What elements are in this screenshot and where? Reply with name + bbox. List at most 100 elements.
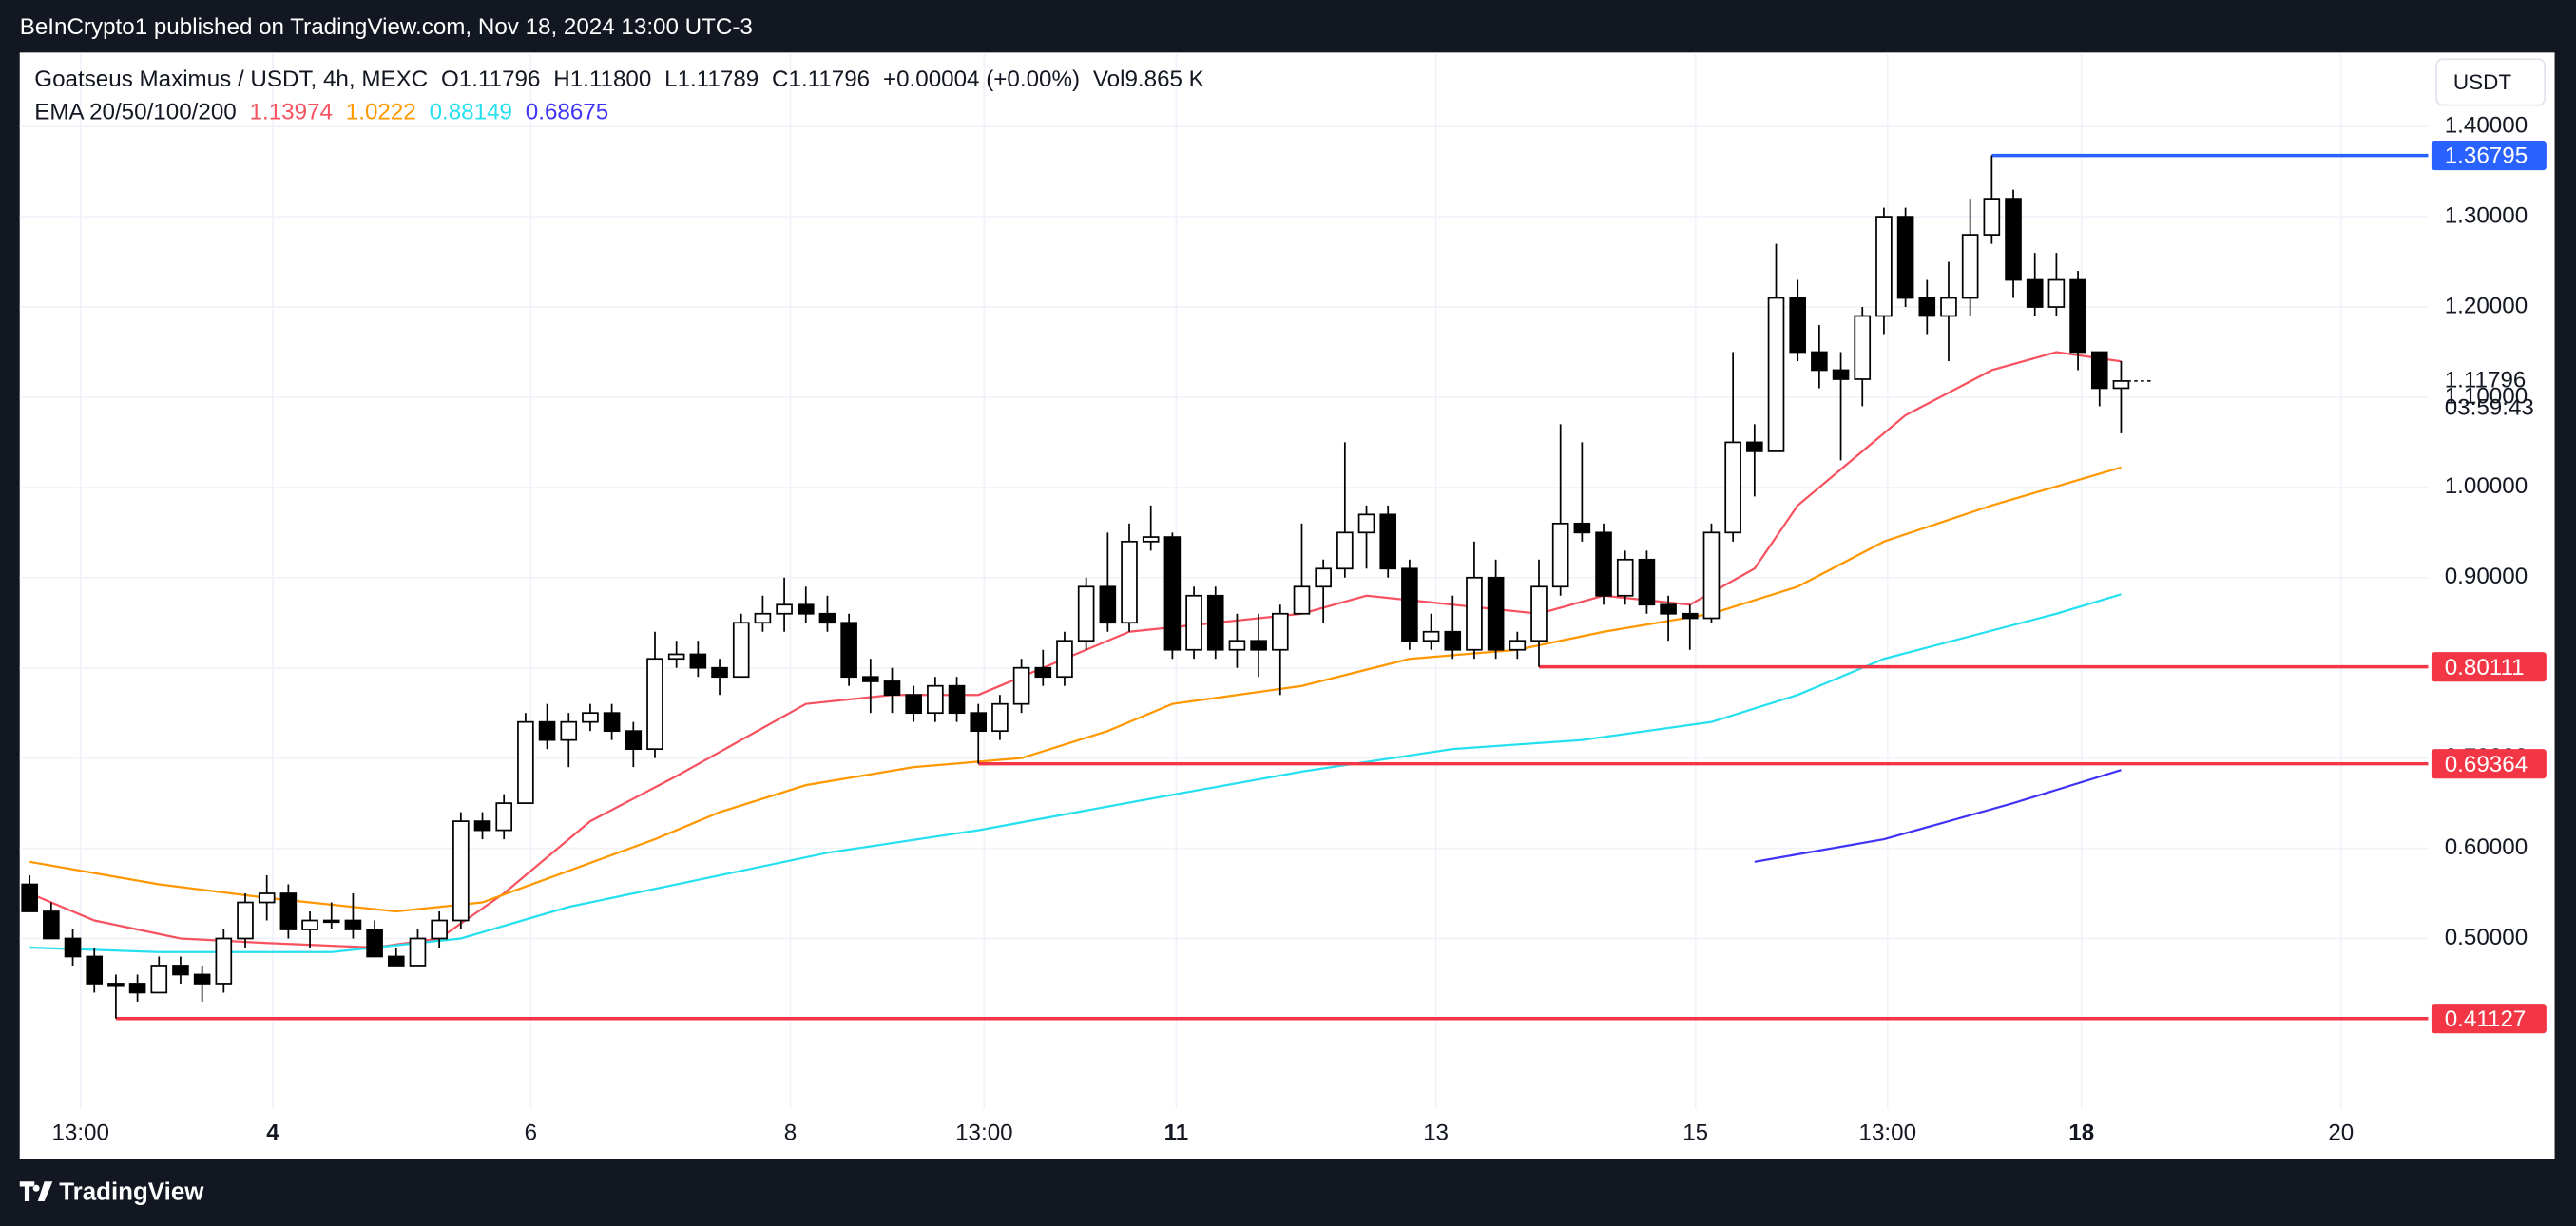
level-tag-label: 0.80111 <box>2445 655 2525 680</box>
candle-body <box>625 730 643 751</box>
candle-body <box>387 955 405 967</box>
legend-text: L1.11789 <box>664 67 759 92</box>
y-tick-label: 0.60000 <box>2445 834 2528 860</box>
candle-body <box>473 820 491 832</box>
candle-body <box>86 955 104 985</box>
candle-body <box>1206 594 1224 651</box>
x-tick-label: 18 <box>2068 1121 2094 1146</box>
candle-body <box>1185 594 1202 651</box>
candle-body <box>2069 278 2086 354</box>
countdown-label: 03:59:43 <box>2445 395 2534 421</box>
candle-body <box>2026 278 2044 308</box>
candle-body <box>582 712 599 723</box>
candle-body <box>732 622 750 679</box>
legend-text: +0.00004 (+0.00%) <box>883 67 1080 92</box>
candle-body <box>193 973 211 985</box>
candle-body <box>1595 531 1612 597</box>
candle-body <box>1056 640 1073 679</box>
candle-body <box>366 929 383 958</box>
candle-body <box>1940 297 1957 317</box>
candle-body <box>1681 612 1699 620</box>
candle-body <box>1163 536 1182 651</box>
y-tick-label: 1.40000 <box>2445 113 2528 139</box>
candle-body <box>818 612 836 624</box>
candle-body <box>1250 640 1267 651</box>
candle-body <box>1466 576 1483 651</box>
candle-body <box>1616 558 1634 597</box>
x-tick-label: 4 <box>266 1121 279 1146</box>
y-tick-label: 1.00000 <box>2445 473 2528 499</box>
candle-body <box>2112 380 2130 390</box>
candle-body <box>495 802 513 832</box>
candle-body <box>1638 558 1656 606</box>
legend-text: C1.11796 <box>772 67 870 92</box>
candle-body <box>1832 369 1850 380</box>
candle-body <box>1357 513 1375 534</box>
legend-text: 1.13974 <box>250 100 333 125</box>
candle-body <box>1315 567 1332 588</box>
level-tag <box>2431 749 2547 779</box>
candle-body <box>1660 603 1677 615</box>
legend-text: O1.11796 <box>441 67 540 92</box>
candle-body <box>172 965 189 976</box>
x-tick-label: 13:00 <box>955 1121 1013 1146</box>
level-tag <box>2431 141 2547 171</box>
candle-body <box>1379 513 1397 570</box>
candle-body <box>1983 198 2001 236</box>
x-tick-label: 13:00 <box>1859 1121 1917 1146</box>
candle-body <box>1961 234 1979 299</box>
candle-body <box>538 720 556 741</box>
candle-body <box>21 883 38 912</box>
candle-body <box>1142 536 1160 543</box>
candle-body <box>301 919 318 930</box>
candle-body <box>1401 567 1418 642</box>
x-tick-label: 6 <box>525 1121 537 1146</box>
grid <box>19 52 2429 1110</box>
candle-body <box>1918 297 1936 317</box>
candle-body <box>667 653 685 661</box>
y-tick-label: 0.90000 <box>2445 564 2528 589</box>
candle-body <box>1099 585 1117 624</box>
x-tick-label: 15 <box>1682 1121 1708 1146</box>
y-tick-label: 1.20000 <box>2445 293 2528 318</box>
candle-body <box>970 712 988 733</box>
y-tick-label: 0.50000 <box>2445 925 2528 950</box>
candles <box>21 155 2130 1019</box>
currency-label: USDT <box>2453 70 2511 94</box>
x-tick-label: 13:00 <box>51 1121 109 1146</box>
candle-body <box>862 676 879 682</box>
candle-body <box>1746 441 1763 452</box>
candle-body <box>409 937 427 967</box>
footer-logo: TradingView <box>19 1178 204 1205</box>
currency-button[interactable] <box>2435 58 2547 106</box>
candle-body <box>776 603 793 615</box>
level-tag-label: 0.41127 <box>2445 1006 2527 1032</box>
logo-text: TradingView <box>59 1178 204 1205</box>
candle-body <box>2047 278 2066 308</box>
candle-body <box>927 684 944 715</box>
chart-pane <box>19 52 2555 1159</box>
candle-body <box>883 680 901 697</box>
ema-line <box>29 466 2122 913</box>
y-tick-label: 1.10000 <box>2445 383 2528 409</box>
legend-text: 0.88149 <box>430 100 512 125</box>
candle-body <box>1487 576 1505 651</box>
candle-body <box>2005 198 2022 281</box>
level-tag-label: 1.36795 <box>2445 144 2528 169</box>
legend-text: 0.68675 <box>526 100 608 125</box>
legend-text: Goatseus Maximus / USDT, 4h, MEXC <box>34 67 428 92</box>
legend-text: 1.0222 <box>346 100 416 125</box>
candle-body <box>689 653 707 669</box>
candle-body <box>322 919 340 924</box>
x-tick-label: 8 <box>784 1121 797 1146</box>
candle-body <box>711 666 728 679</box>
candle-body <box>754 612 772 624</box>
candle-body <box>1509 640 1527 651</box>
candle-body <box>107 983 125 987</box>
level-tag <box>2431 652 2547 682</box>
candle-body <box>1422 630 1440 642</box>
candle-body <box>560 720 578 741</box>
candle-body <box>840 622 857 679</box>
